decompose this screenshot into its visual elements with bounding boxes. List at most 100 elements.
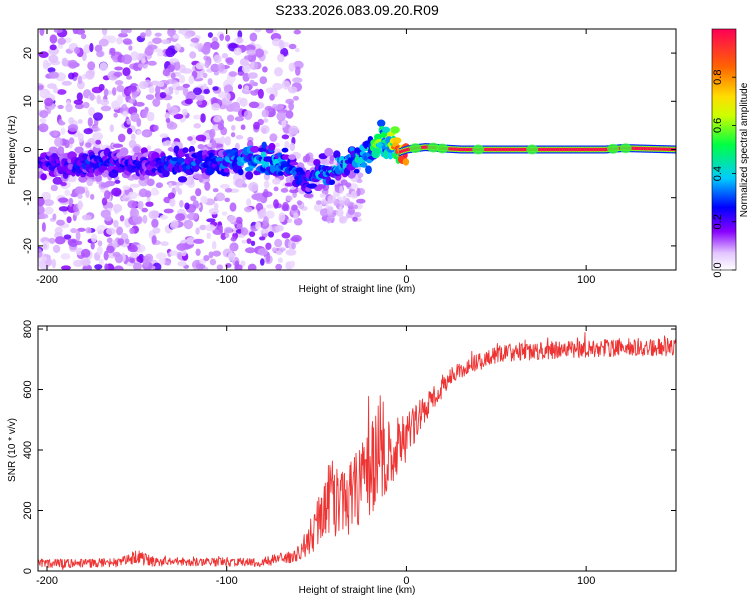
- spectrogram-band-core: [598, 147, 601, 152]
- spectrogram-noise-blob: [278, 247, 286, 252]
- spectrogram-noise-blob: [77, 75, 83, 85]
- spectrogram-band-core: [456, 147, 459, 151]
- spectrogram-noise-blob: [199, 224, 207, 231]
- spectrogram-noise-blob: [187, 212, 199, 221]
- spectrogram-noise-blob: [293, 212, 299, 220]
- spectrogram-band-core: [543, 147, 545, 152]
- spectrogram-noise-blob: [265, 242, 272, 250]
- spectrogram-noise-blob: [261, 191, 273, 198]
- spectrogram-noise-blob: [287, 86, 298, 94]
- spectrogram-noise-blob: [129, 227, 135, 235]
- spectrogram-band-core: [582, 147, 585, 152]
- spectrogram-band-core: [586, 147, 589, 152]
- spectrogram-band-core: [573, 147, 576, 152]
- spectrogram-noise-blob: [157, 81, 165, 88]
- spectrogram-noise-blob: [60, 127, 66, 135]
- spectrogram-noise-blob: [356, 198, 366, 204]
- spectrogram-noise-blob: [148, 210, 159, 220]
- spectrogram-noise-blob: [73, 99, 84, 105]
- spectrogram-noise-blob: [169, 58, 179, 63]
- spectrogram-noise-blob: [296, 200, 302, 206]
- spectrogram-noise-blob: [154, 32, 162, 37]
- spectrogram-noise-blob: [212, 86, 219, 91]
- spectrogram-noise-blob: [212, 250, 222, 257]
- spectrogram-noise-blob: [260, 229, 266, 234]
- spectrogram-band-core: [424, 145, 427, 149]
- spectrogram-band-core: [467, 147, 470, 152]
- spectrogram-noise-blob: [224, 187, 233, 193]
- spectrogram-noise-blob: [85, 227, 92, 234]
- spectrogram-noise-blob: [278, 212, 286, 223]
- spectrogram-noise-blob: [49, 34, 58, 44]
- spectrogram-noise-blob: [248, 182, 259, 192]
- spectrogram-noise-blob: [39, 110, 49, 119]
- spectrogram-ridge-blob: [261, 141, 267, 149]
- spectrogram-y-tick-label: -20: [22, 238, 34, 254]
- spectrogram-band-core: [523, 147, 526, 152]
- spectrogram-noise-blob: [117, 133, 126, 143]
- spectrogram-ridge-blob: [313, 159, 321, 166]
- spectrogram-cells: [38, 29, 676, 270]
- spectrogram-noise-blob: [250, 90, 259, 96]
- spectrogram-noise-blob: [80, 33, 87, 40]
- snr-y-tick-label: 800: [22, 320, 34, 338]
- spectrogram-noise-blob: [173, 113, 184, 120]
- snr-y-tick-label: 400: [22, 441, 34, 459]
- spectrogram-noise-blob: [99, 99, 110, 106]
- spectrogram-band-core: [566, 147, 569, 152]
- spectrogram-noise-blob: [51, 258, 57, 269]
- spectrogram-noise-blob: [231, 124, 236, 131]
- spectrogram-noise-blob: [260, 258, 265, 266]
- spectrogram-band-core: [505, 147, 508, 152]
- spectrogram-noise-blob: [247, 263, 257, 270]
- spectrogram-band-core: [650, 147, 653, 151]
- spectrogram-noise-blob: [90, 193, 95, 200]
- spectrogram-noise-blob: [47, 83, 57, 89]
- spectrogram-noise-blob: [208, 251, 214, 259]
- spectrogram-noise-blob: [57, 37, 66, 45]
- spectrogram-noise-blob: [142, 214, 148, 224]
- spectrogram-noise-blob: [148, 85, 155, 94]
- spectrogram-band-core: [521, 147, 524, 152]
- spectrogram-band-core: [570, 147, 572, 152]
- spectrogram-noise-blob: [44, 97, 54, 107]
- spectrogram-noise-blob: [64, 37, 72, 43]
- spectrogram-noise-blob: [165, 117, 171, 123]
- spectrogram-noise-blob: [237, 30, 243, 39]
- spectrogram-ridge-blob: [307, 183, 318, 189]
- spectrogram-noise-blob: [288, 125, 299, 135]
- spectrogram-band-core: [537, 147, 540, 152]
- spectrogram-noise-blob: [64, 189, 71, 196]
- snr-x-tick-label: -100: [216, 575, 238, 587]
- spectrogram-noise-blob: [206, 232, 211, 239]
- spectrogram-noise-blob: [321, 200, 328, 205]
- spectrogram-noise-blob: [72, 29, 80, 32]
- spectrogram-ridge-blob: [324, 147, 334, 157]
- spectrogram-noise-blob: [94, 264, 103, 270]
- spectrogram-noise-blob: [128, 45, 133, 51]
- spectrogram-band-core: [483, 147, 486, 152]
- spectrogram-noise-blob: [164, 112, 170, 119]
- spectrogram-ridge-blob: [360, 162, 368, 168]
- spectrogram-noise-blob: [172, 34, 180, 39]
- spectrogram-noise-blob: [146, 145, 152, 151]
- spectrogram-band-core: [645, 147, 648, 151]
- spectrogram-noise-blob: [254, 48, 265, 58]
- spectrogram-band-core: [401, 149, 403, 153]
- spectrogram-noise-blob: [142, 258, 150, 267]
- spectrogram-noise-blob: [174, 43, 181, 52]
- snr-series-line: [38, 332, 676, 571]
- spectrogram-noise-blob: [250, 61, 255, 69]
- spectrogram-noise-blob: [58, 118, 63, 125]
- spectrogram-noise-blob: [224, 233, 230, 238]
- spectrogram-noise-blob: [38, 84, 44, 90]
- spectrogram-ridge-blob: [88, 167, 95, 174]
- spectrogram-noise-blob: [81, 248, 91, 258]
- spectrogram-noise-blob: [165, 47, 176, 58]
- spectrogram-noise-blob: [224, 226, 233, 234]
- spectrogram-noise-blob: [241, 239, 247, 244]
- spectrogram-noise-blob: [278, 39, 285, 50]
- spectrogram-band-core: [668, 147, 671, 151]
- spectrogram-noise-blob: [113, 219, 119, 228]
- spectrogram-noise-blob: [225, 263, 232, 268]
